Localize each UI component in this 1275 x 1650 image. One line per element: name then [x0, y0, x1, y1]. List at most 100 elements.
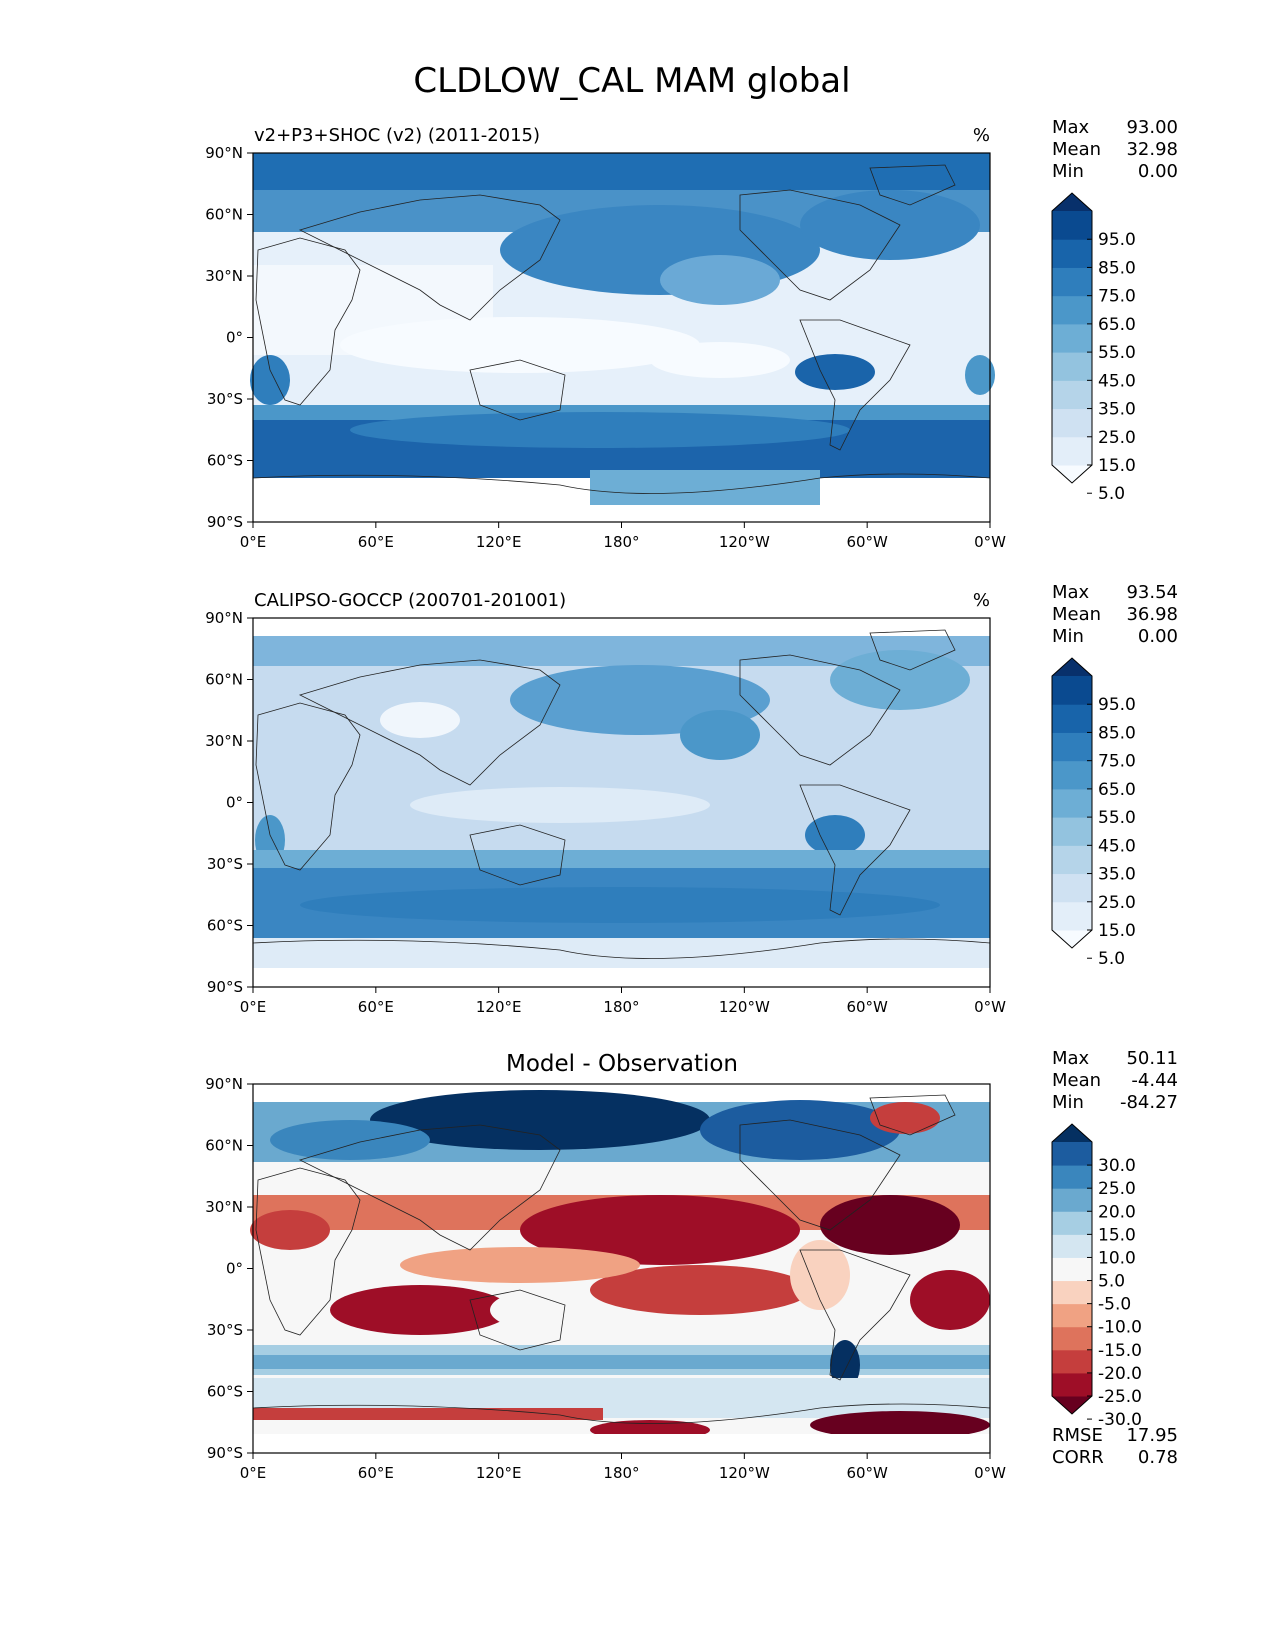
panel-units: % [973, 125, 990, 146]
colorbar-segment [1052, 788, 1092, 818]
lat-tick-label: 60°N [205, 1137, 243, 1155]
stat-value: 93.54 [1126, 582, 1178, 603]
colorbar-tick-label: 20.0 [1098, 1202, 1136, 1222]
lat-tick-label: 30°N [205, 732, 243, 750]
stat-value: 36.98 [1126, 604, 1178, 625]
colorbar-segment [1052, 1372, 1092, 1397]
panel-title-center: Model - Observation [506, 1051, 738, 1077]
lon-tick-label: 120°E [476, 533, 522, 551]
lat-tick-label: 90°N [205, 609, 243, 627]
figure-title: CLDLOW_CAL MAM global [413, 61, 850, 101]
lat-tick-label: 90°N [205, 1075, 243, 1093]
lat-tick-label: 90°S [207, 513, 243, 531]
lat-tick-label: 90°S [207, 978, 243, 996]
stats-block: Max 93.00 Mean 32.98 Min 0.00 [1052, 117, 1178, 182]
colorbar-segment [1052, 295, 1092, 325]
colorbar-segment [1052, 760, 1092, 790]
lat-axis: 90°N 60°N 30°N 0° 30°S 60°S 90°S [205, 144, 253, 531]
panel-difference: 90°N 60°N 30°N 0° 30°S 60°S 90°S 0°E 60°E 120°E 1… [205, 1048, 1178, 1482]
lat-tick-label: 30°N [205, 1198, 243, 1216]
panel-units: % [973, 590, 990, 611]
colorbar-tick-label: 85.0 [1098, 258, 1136, 278]
extra-stat-value: 0.78 [1138, 1447, 1178, 1468]
stat-value: 50.11 [1126, 1048, 1178, 1069]
colorbar-tick-label: 95.0 [1098, 230, 1136, 250]
panel-title-left: CALIPSO-GOCCP (200701-201001) [254, 590, 566, 611]
colorbar-segment [1052, 1326, 1092, 1351]
colorbar-tick-label: 5.0 [1098, 949, 1125, 969]
lon-tick-label: 180° [603, 1464, 639, 1482]
lon-tick-label: 60°E [358, 998, 394, 1016]
lat-tick-label: 30°S [207, 855, 243, 873]
lat-tick-label: 0° [226, 794, 243, 812]
lon-tick-label: 0°W [974, 998, 1006, 1016]
lat-tick-label: 30°S [207, 1321, 243, 1339]
lat-tick-label: 60°S [207, 452, 243, 470]
colorbar-segment [1052, 1303, 1092, 1328]
colorbar-tick-label: 75.0 [1098, 752, 1136, 772]
stat-label: Mean [1052, 1070, 1101, 1091]
colorbar-tick-label: -30.0 [1098, 1410, 1142, 1430]
colorbar: 30.0 25.0 20.0 15.0 10.0 5.0 -5.0 -10.0 -15.0 -20… [1051, 1123, 1142, 1430]
colorbar-segment [1052, 1211, 1092, 1235]
stat-label: Max [1052, 1048, 1090, 1069]
colorbar-extend-bottom [1052, 1396, 1092, 1414]
colorbar-tick-label: 45.0 [1098, 836, 1136, 856]
map-area [250, 1084, 991, 1453]
stats-block: Max 93.54 Mean 36.98 Min 0.00 [1052, 582, 1178, 647]
lat-tick-label: 90°S [207, 1444, 243, 1462]
lon-axis: 0°E 60°E 120°E 180° 120°W 60°W 0°W [240, 522, 1006, 551]
colorbar-segment [1052, 845, 1092, 875]
lon-axis: 0°E 60°E 120°E 180° 120°W 60°W 0°W [240, 987, 1006, 1016]
colorbar-tick-label: 5.0 [1098, 484, 1125, 504]
colorbar-segment [1052, 323, 1092, 353]
lon-tick-label: 120°W [719, 533, 770, 551]
colorbar-segment [1052, 239, 1092, 268]
colorbar-extend-top [1052, 658, 1092, 676]
rmse-corr-block: RMSE 17.95 CORR 0.78 [1052, 1425, 1178, 1468]
colorbar-extend-bottom [1052, 465, 1092, 483]
colorbar-tick-label: 30.0 [1098, 1156, 1136, 1176]
colorbar-tick-label: 15.0 [1098, 456, 1136, 476]
stat-label: Max [1052, 582, 1090, 603]
stats-block: Max 50.11 Mean -4.44 Min -84.27 [1052, 1048, 1178, 1113]
colorbar-tick-label: 5.0 [1098, 1272, 1125, 1292]
colorbar-tick-label: -10.0 [1098, 1318, 1142, 1338]
colorbar-tick-label: 55.0 [1098, 343, 1136, 363]
stat-label: Mean [1052, 604, 1101, 625]
colorbar-segment [1052, 1142, 1092, 1166]
colorbar-segment [1052, 676, 1092, 705]
lat-tick-label: 30°N [205, 267, 243, 285]
stat-value: -4.44 [1131, 1070, 1178, 1091]
stat-value: 0.00 [1138, 626, 1178, 647]
colorbar-segment [1052, 873, 1092, 903]
lon-tick-label: 60°E [358, 1464, 394, 1482]
colorbar-tick-label: 95.0 [1098, 695, 1136, 715]
stat-value: -84.27 [1120, 1092, 1178, 1113]
colorbar-tick-label: 35.0 [1098, 865, 1136, 885]
lat-tick-label: 60°S [207, 917, 243, 935]
colorbar-segment [1052, 1234, 1092, 1258]
panel-observation: 90°N 60°N 30°N 0° 30°S 60°S 90°S 0°E 60°E 120°E 1… [205, 582, 1178, 1016]
colorbar: 95.0 85.0 75.0 65.0 55.0 45.0 35.0 25.0 15.0 5.0 [1051, 657, 1136, 969]
lat-tick-label: 0° [226, 1260, 243, 1278]
colorbar-segment [1052, 704, 1092, 733]
extra-stat-value: 17.95 [1126, 1425, 1178, 1446]
colorbar-segment [1052, 1349, 1092, 1374]
colorbar-segment [1052, 436, 1092, 466]
colorbar-segment [1052, 732, 1092, 762]
lon-tick-label: 120°E [476, 998, 522, 1016]
colorbar-segment [1052, 901, 1092, 931]
panel-title-left: v2+P3+SHOC (v2) (2011-2015) [254, 125, 540, 146]
colorbar-extend-top [1052, 193, 1092, 211]
stat-value: 93.00 [1126, 117, 1178, 138]
lat-axis: 90°N 60°N 30°N 0° 30°S 60°S 90°S [205, 1075, 253, 1462]
colorbar: 95.0 85.0 75.0 65.0 55.0 45.0 35.0 25.0 15.0 5.0 [1051, 192, 1136, 504]
colorbar-tick-label: 65.0 [1098, 315, 1136, 335]
colorbar-tick-label: 85.0 [1098, 723, 1136, 743]
stat-label: Min [1052, 1092, 1084, 1113]
colorbar-segment [1052, 408, 1092, 438]
stat-label: Min [1052, 161, 1084, 182]
lat-tick-label: 60°N [205, 671, 243, 689]
